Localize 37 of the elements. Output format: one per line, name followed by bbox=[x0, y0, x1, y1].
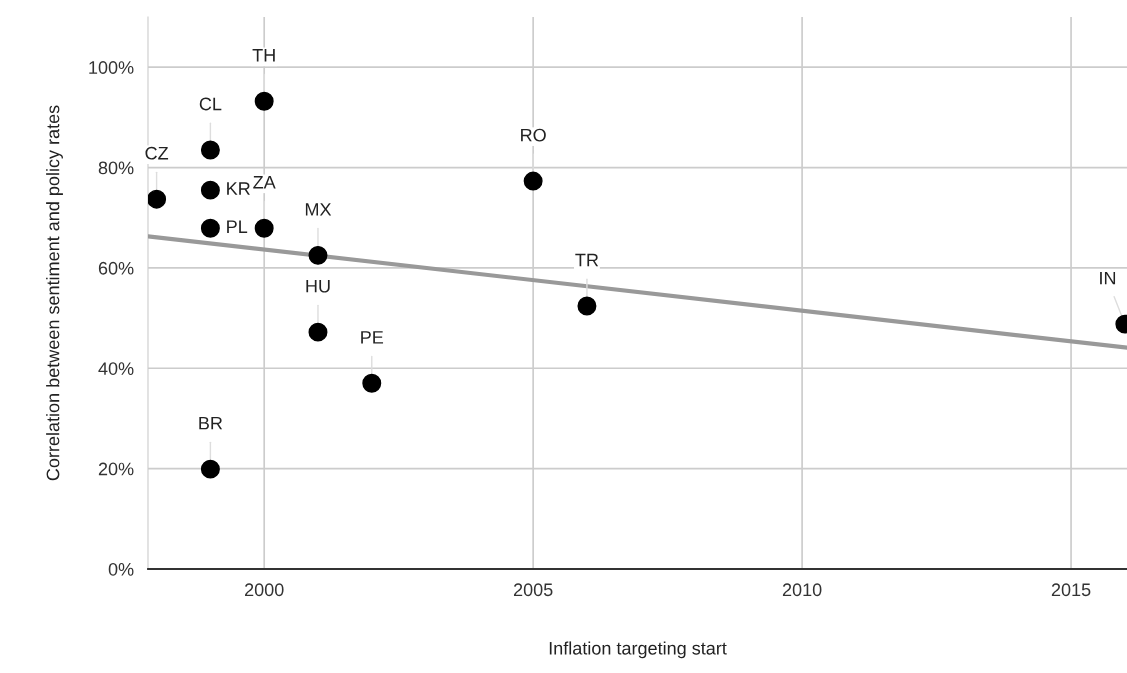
point bbox=[200, 140, 220, 160]
point bbox=[308, 245, 328, 265]
y-tick-label: 100% bbox=[89, 61, 134, 74]
y-tick-label: 20% bbox=[98, 462, 134, 476]
annotation: CZ bbox=[145, 146, 169, 160]
point bbox=[254, 218, 274, 238]
x-tick-label: 2015 bbox=[1051, 583, 1091, 597]
point bbox=[200, 459, 220, 479]
y-tick-label: 0% bbox=[108, 562, 134, 576]
annotation: BR bbox=[199, 416, 223, 430]
annotation: CL bbox=[199, 97, 222, 111]
point bbox=[362, 373, 382, 393]
annotation: MX bbox=[305, 203, 332, 216]
x-tick-label: 2005 bbox=[513, 583, 553, 597]
annotation: KR bbox=[227, 182, 250, 195]
point bbox=[254, 91, 274, 111]
x-tick-label: 2010 bbox=[782, 583, 822, 597]
point bbox=[308, 322, 328, 342]
point bbox=[577, 296, 597, 316]
annotation: HU bbox=[306, 279, 330, 293]
x-axis-title: Inflation targeting start bbox=[549, 641, 727, 659]
point bbox=[148, 189, 167, 209]
annotation: TH bbox=[252, 49, 275, 62]
annotation: IN bbox=[1100, 271, 1116, 285]
y-tick-label: 40% bbox=[98, 362, 134, 375]
y-tick-label: 60% bbox=[98, 261, 134, 275]
annotation: ZA bbox=[253, 176, 276, 189]
x-tick-label: 2000 bbox=[245, 583, 284, 597]
annotation: PL bbox=[227, 220, 248, 233]
point bbox=[200, 218, 220, 238]
point bbox=[200, 180, 220, 200]
annotation: RO bbox=[521, 128, 546, 142]
y-axis-title: Correlation between sentiment and policy rates bbox=[46, 105, 63, 481]
annotation: PE bbox=[361, 331, 384, 344]
point bbox=[523, 171, 543, 191]
annotation: TR bbox=[575, 253, 599, 267]
y-tick-label: 80% bbox=[98, 161, 134, 175]
